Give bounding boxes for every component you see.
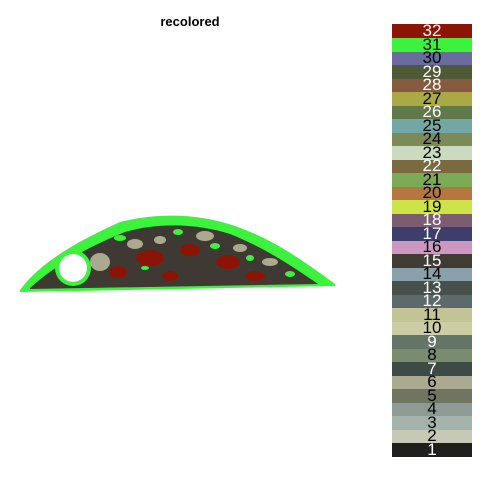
legend-swatch <box>392 240 472 254</box>
legend-swatch <box>392 132 472 146</box>
legend-swatch <box>392 375 472 389</box>
legend-swatch <box>392 213 472 227</box>
legend-swatch <box>392 402 472 416</box>
legend-swatch <box>392 361 472 376</box>
red-patches <box>109 244 265 281</box>
legend-swatch <box>392 226 472 241</box>
legend-swatch <box>392 334 472 349</box>
legend-swatch <box>392 294 472 308</box>
legend-swatch <box>392 159 472 173</box>
legend-swatch <box>392 105 472 119</box>
legend-swatch <box>392 280 472 295</box>
color-legend: 1 2 3 4 5 6 7 8 9 10 11 12 13 14 15 16 17 18 19 20 21 22 23 24 2… <box>392 22 472 458</box>
legend-swatch <box>392 267 472 281</box>
grey-patches <box>90 231 278 271</box>
recolored-image <box>20 215 335 292</box>
organism-body <box>30 225 318 289</box>
plot-title: recolored <box>160 14 220 29</box>
legend-swatch <box>392 415 472 430</box>
legend-swatch <box>392 37 472 52</box>
eye <box>59 254 87 282</box>
legend-swatch <box>392 64 472 79</box>
legend-swatch <box>392 253 472 268</box>
legend-swatch <box>392 51 472 65</box>
legend-swatch <box>392 24 472 38</box>
legend-swatch <box>392 186 472 200</box>
legend-swatch <box>392 172 472 187</box>
legend-swatch <box>392 442 472 457</box>
legend-swatch <box>392 91 472 106</box>
green-speckles <box>114 229 295 277</box>
legend-swatch <box>392 307 472 322</box>
legend-swatch <box>392 145 472 160</box>
legend-swatch <box>392 348 472 362</box>
legend-swatch <box>392 78 472 92</box>
legend-swatch <box>392 429 472 443</box>
legend-swatch <box>392 388 472 403</box>
legend-swatch <box>392 321 472 335</box>
legend-swatch <box>392 118 472 133</box>
legend-swatch <box>392 199 472 214</box>
